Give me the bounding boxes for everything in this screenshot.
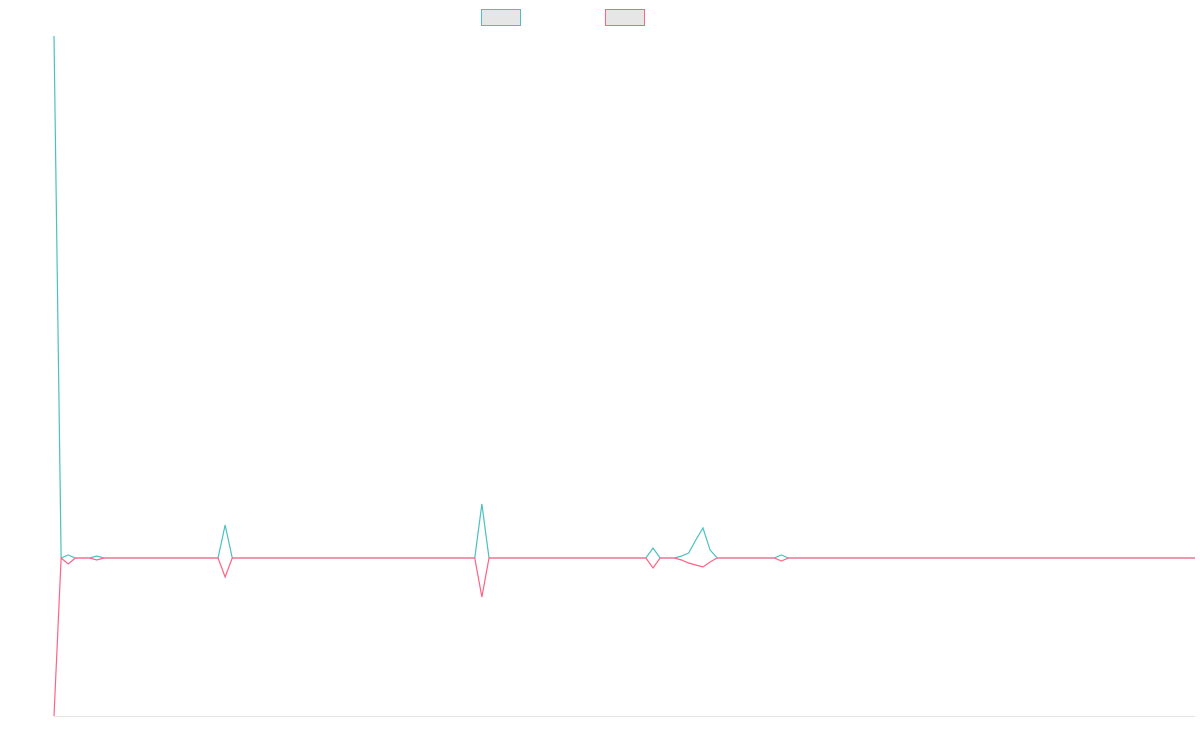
series-line <box>53 556 1195 717</box>
legend-box[interactable] <box>605 9 645 26</box>
legend-box[interactable] <box>481 9 521 26</box>
series-line <box>53 35 1195 559</box>
